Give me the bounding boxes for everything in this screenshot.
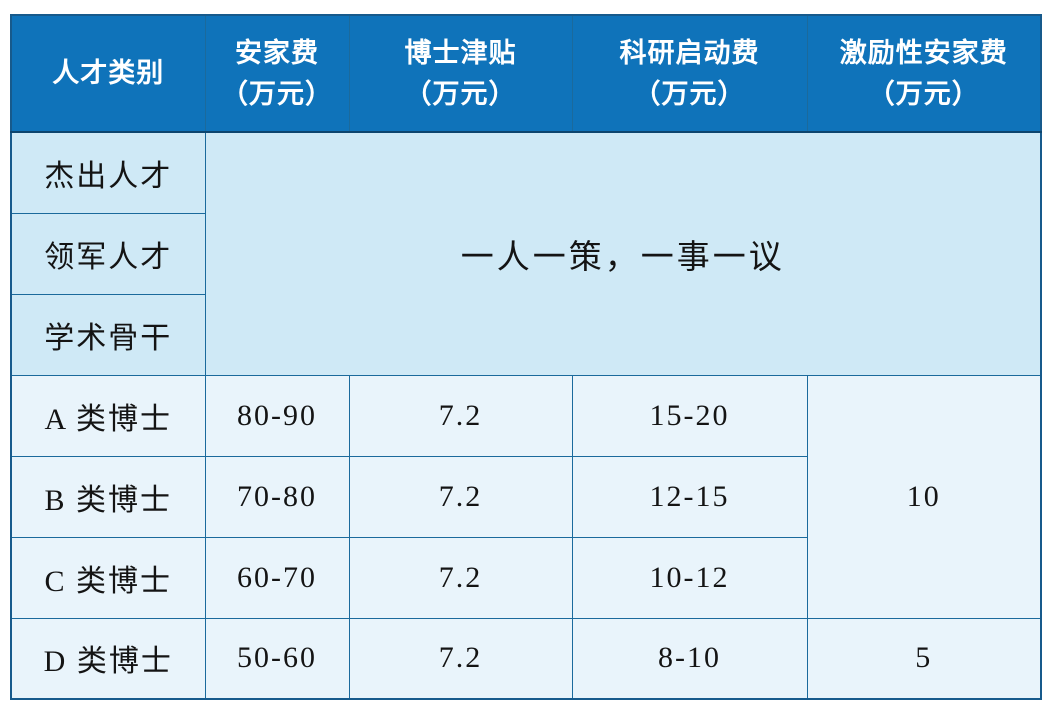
cell-phd-c-category: C 类博士 xyxy=(10,536,206,619)
talent-benefits-table: 人才类别 安家费 （万元） 博士津贴 （万元） 科研启动费 （万元） 激励性安家… xyxy=(10,14,1042,700)
cell-phd-d-category: D 类博士 xyxy=(10,617,206,700)
cell-phd-c-research-fund: 10-12 xyxy=(571,536,808,619)
cell-incentive-fee-d: 5 xyxy=(806,617,1042,700)
cell-phd-a-subsidy: 7.2 xyxy=(348,374,573,457)
cell-incentive-fee-abc: 10 xyxy=(806,374,1042,619)
row-phd-a: A 类博士 80-90 7.2 15-20 10 xyxy=(10,374,1042,619)
cell-phd-b-research-fund: 12-15 xyxy=(571,455,808,538)
cell-academic-backbone: 学术骨干 xyxy=(10,293,206,376)
header-talent-category: 人才类别 xyxy=(10,14,206,133)
row-phd-b: B 类博士 70-80 7.2 12-15 xyxy=(10,455,1041,538)
header-row: 人才类别 安家费 （万元） 博士津贴 （万元） 科研启动费 （万元） 激励性安家… xyxy=(10,14,1042,133)
cell-phd-a-settling-fee: 80-90 xyxy=(204,374,350,457)
header-research-fund: 科研启动费 （万元） xyxy=(571,14,808,133)
header-incentive-fee: 激励性安家费 （万元） xyxy=(806,14,1042,133)
cell-phd-c-subsidy: 7.2 xyxy=(348,536,573,619)
row-phd-d: D 类博士 50-60 7.2 8-10 5 xyxy=(10,617,1042,700)
row-academic-backbone: 学术骨干 xyxy=(10,293,1041,376)
row-outstanding-talent: 杰出人才 一人一策，一事一议 xyxy=(10,131,1042,376)
row-leading-talent: 领军人才 xyxy=(10,212,1041,295)
cell-leading-talent: 领军人才 xyxy=(10,212,206,295)
cell-phd-a-research-fund: 15-20 xyxy=(571,374,808,457)
cell-phd-a-category: A 类博士 xyxy=(10,374,206,457)
cell-phd-b-category: B 类博士 xyxy=(10,455,206,538)
cell-phd-d-settling-fee: 50-60 xyxy=(204,617,350,700)
cell-outstanding-talent: 杰出人才 xyxy=(10,131,206,214)
header-settling-fee: 安家费 （万元） xyxy=(204,14,350,133)
cell-phd-d-subsidy: 7.2 xyxy=(348,617,573,700)
cell-policy-note: 一人一策，一事一议 xyxy=(204,131,1042,376)
cell-phd-c-settling-fee: 60-70 xyxy=(204,536,350,619)
cell-phd-d-research-fund: 8-10 xyxy=(571,617,808,700)
header-phd-subsidy: 博士津贴 （万元） xyxy=(348,14,573,133)
header-talent-category-label: 人才类别 xyxy=(52,58,165,89)
row-phd-c: C 类博士 60-70 7.2 10-12 xyxy=(10,536,1041,619)
cell-phd-b-settling-fee: 70-80 xyxy=(204,455,350,538)
cell-phd-b-subsidy: 7.2 xyxy=(348,455,573,538)
